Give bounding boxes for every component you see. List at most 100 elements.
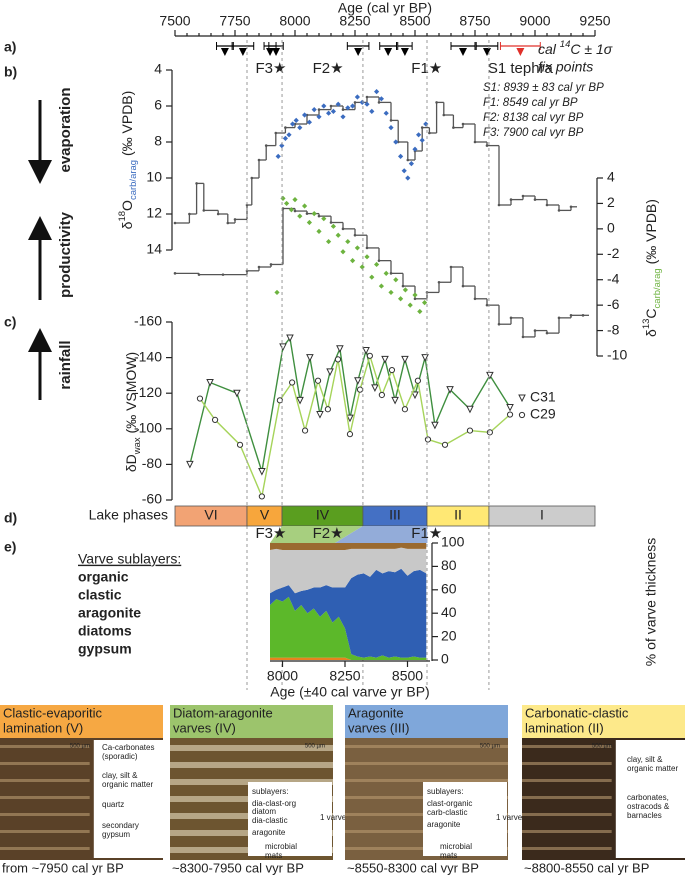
fix-marker [516,48,525,56]
panel-caption: ~8550-8300 cal vyr BP [347,860,479,875]
step-dot [428,131,431,135]
lamina [170,762,333,768]
step-dot [442,113,446,117]
y2-axis-title: δ13Ccarb/arag (‰ VPDB) [641,199,663,337]
point-marker [366,352,373,359]
scatter-point [321,216,327,222]
y2-tick-label: -10 [607,347,627,363]
y-axis-title: % of varve thickness [643,538,659,666]
scatter-point [302,112,308,118]
step-dot [365,95,369,99]
step-dot [250,176,254,180]
phase-label: IV [316,507,330,523]
phase-label: VI [204,507,217,523]
annotation: Ca-carbonates [102,743,154,752]
y-tick-label: -100 [134,420,162,436]
fix-label: S1 tephra [488,60,554,77]
scatter-point [369,108,375,114]
lamina [0,813,90,816]
legend-label: C29 [530,406,556,422]
panel-header-text: Diatom-aragonite [173,705,273,720]
step-dot [257,158,261,162]
y-tick-label: -120 [134,384,162,400]
step-dot [216,212,220,216]
step-dot [377,259,381,262]
point-marker [518,411,526,419]
scatter-point [408,161,414,167]
point-marker [326,368,334,376]
fix-point [450,42,476,56]
lamina [345,762,508,765]
side-label: evaporation [57,87,74,172]
fix-label: F2★ [313,60,344,77]
point-marker [381,355,389,364]
lamina [0,745,90,748]
scatter-point [326,110,332,116]
scatter-point [423,121,429,127]
scatter-point [354,245,360,251]
step-dot [377,101,381,104]
legend-label: aragonite [78,605,141,621]
lamina [522,813,612,816]
annotation: organic matter [627,764,678,773]
x-axis-title: Age (±40 cal varve yr BP) [270,684,429,700]
scatter-point [350,258,356,264]
fix-point [475,42,499,56]
scatter-point [374,89,380,95]
fix-label: F3★ [256,525,287,542]
step-dot [195,182,198,185]
y-tick-label: 0 [441,651,449,667]
step-dot [305,212,309,215]
phase-label: III [389,507,401,523]
lamina [0,762,90,765]
annotation: ostracods & [627,802,670,811]
y2-axis-title-part: 13 [641,319,652,330]
panel-label: c) [4,314,16,330]
y-axis-title-part: O [119,200,135,211]
point-marker [486,429,493,436]
point-marker [301,427,309,434]
y-tick-label: 80 [441,557,457,573]
lamina [522,745,612,748]
step-dot [197,273,201,276]
y-axis-title-part: δD [123,454,139,472]
lamina [0,847,90,850]
point-marker [424,436,432,443]
annotation: barnacles [627,811,662,820]
scatter-point [290,121,296,127]
scatter-point [359,264,365,270]
y2-tick-label: 4 [607,169,615,185]
point-marker [362,346,370,355]
step-dot [389,272,393,275]
scatter-point [388,289,394,296]
step-dot [413,297,417,301]
y2-axis-title-part: carb/arag [652,268,663,308]
y-tick-label: 4 [154,61,162,77]
lamina [345,779,508,782]
scatter-point [293,117,299,123]
lamina [522,762,612,765]
annotation: carbonates, [627,793,669,802]
y2-axis-title-part: C [643,308,659,318]
panel-caption: ~8300-7950 cal vyr BP [172,860,304,875]
scatter-point [416,132,422,138]
point-marker [346,431,354,438]
annotation-bg [93,740,163,858]
area-layer [270,543,427,551]
scatter-point [326,238,332,245]
scatter-point [311,107,317,113]
scatter-point [345,238,351,245]
scale-bar-label: 500 µm [592,744,612,750]
step-dot [353,233,357,237]
step-dot [485,144,489,147]
panel-label: b) [4,64,17,80]
step-dot [581,314,585,317]
annotation: dia-clast-org [252,799,296,808]
fix-point-entry: F1: 8549 cal yr BP [483,97,578,109]
x-tick-label: 7500 [159,13,190,29]
x-tick-label: 7750 [219,13,250,29]
step-dot [401,284,405,288]
legend-label: clastic [78,587,122,603]
fix-note-part: 14 [560,39,571,50]
